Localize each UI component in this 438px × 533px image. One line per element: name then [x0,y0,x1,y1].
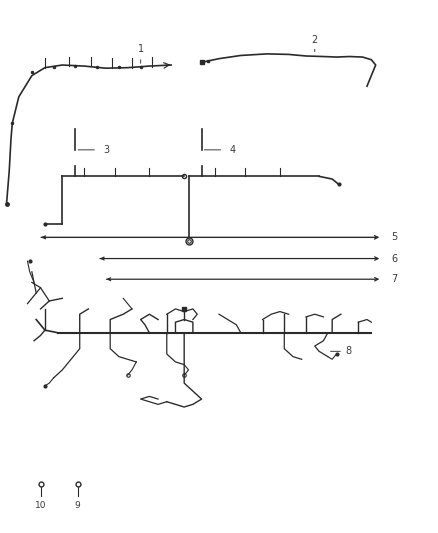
Text: 9: 9 [74,501,81,510]
Text: 10: 10 [35,501,46,510]
Text: 3: 3 [104,145,110,155]
Text: 1: 1 [138,44,144,54]
Text: 4: 4 [230,145,236,155]
Text: 5: 5 [391,232,397,243]
Text: 2: 2 [311,35,318,45]
Text: 8: 8 [345,346,351,357]
Text: 6: 6 [391,254,397,263]
Text: 7: 7 [391,274,397,284]
